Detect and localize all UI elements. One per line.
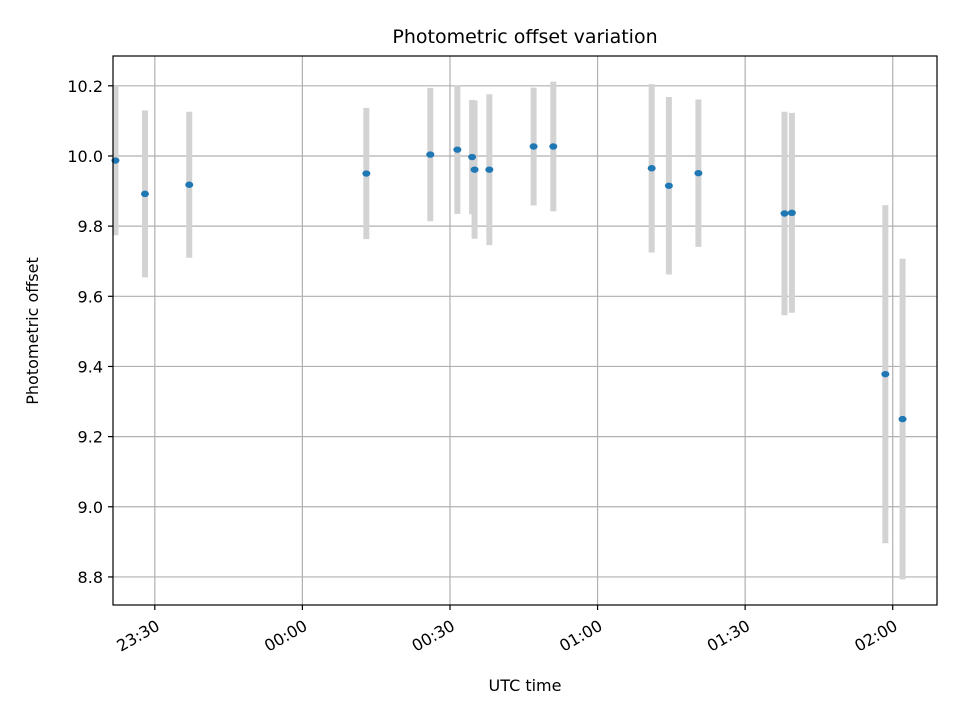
data-point xyxy=(426,151,435,158)
data-point xyxy=(470,166,479,173)
data-point xyxy=(529,143,538,150)
y-tick-label: 10.0 xyxy=(67,147,103,166)
data-point xyxy=(453,146,462,153)
data-point xyxy=(881,370,890,378)
data-point xyxy=(780,210,789,217)
x-axis-label: UTC time xyxy=(489,676,562,695)
data-point xyxy=(787,209,796,217)
y-tick-label: 9.6 xyxy=(78,287,103,306)
data-points xyxy=(111,143,907,423)
data-point xyxy=(485,166,494,173)
y-axis-label: Photometric offset xyxy=(23,257,42,405)
grid xyxy=(113,56,937,605)
data-point xyxy=(185,181,194,188)
data-point xyxy=(140,190,149,198)
plot-frame xyxy=(112,55,938,606)
chart-title: Photometric offset variation xyxy=(392,26,657,48)
y-tick-label: 10.2 xyxy=(67,77,103,96)
y-tick-label: 9.2 xyxy=(78,428,103,447)
y-axis-ticks: 8.8 9.0 9.2 9.4 9.6 9.8 10.0 10.2 xyxy=(67,77,113,587)
data-point xyxy=(468,153,477,161)
y-tick-label: 8.8 xyxy=(78,568,103,587)
y-tick-label: 9.0 xyxy=(78,498,103,517)
data-point xyxy=(362,170,371,177)
data-point xyxy=(898,415,907,423)
data-point xyxy=(647,165,656,172)
data-point xyxy=(549,143,558,150)
y-tick-label: 9.8 xyxy=(78,217,103,236)
y-tick-label: 9.4 xyxy=(78,357,103,376)
data-point xyxy=(664,182,673,189)
data-point xyxy=(694,169,703,177)
